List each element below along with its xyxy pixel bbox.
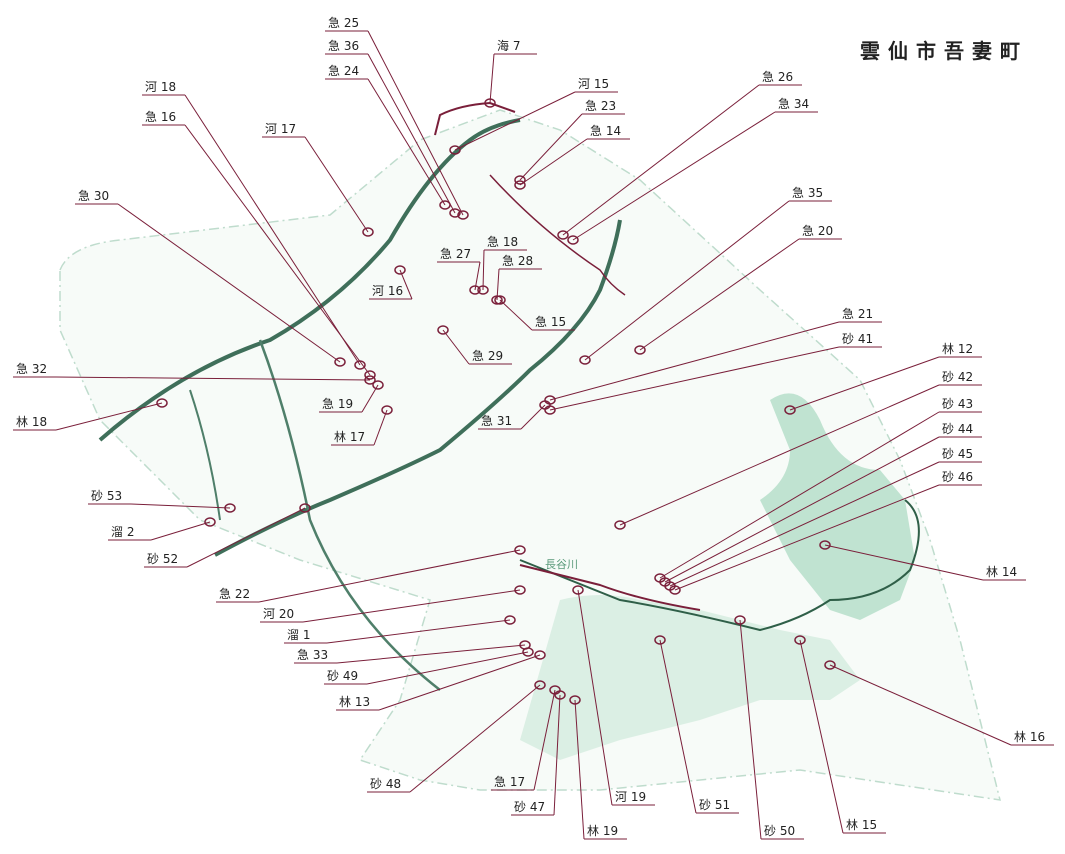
feature-label: 急 15 [535, 314, 566, 329]
feature-label: 砂 41 [842, 332, 873, 346]
feature-label: 河 18 [145, 80, 176, 94]
feature-label: 急 36 [328, 38, 359, 53]
feature-label: 急 29 [472, 348, 503, 363]
feature-label: 林 15 [846, 818, 877, 832]
feature-label: 急 26 [762, 69, 793, 84]
feature-label: 河 16 [372, 284, 403, 298]
feature-label: 急 16 [145, 109, 176, 124]
feature-label: 林 18 [16, 415, 47, 429]
feature-label: 溜 2 [111, 524, 134, 539]
feature-label: 急 18 [487, 234, 518, 249]
feature-label: 林 14 [986, 565, 1017, 579]
feature-label: 急 21 [842, 306, 873, 321]
feature-label: 砂 42 [942, 370, 973, 384]
feature-label: 砂 52 [147, 552, 178, 566]
feature-label: 急 23 [585, 98, 616, 113]
feature-label: 急 19 [322, 396, 353, 411]
place-name: 長谷川 [545, 558, 578, 571]
feature-label: 河 17 [265, 122, 296, 136]
feature-label: 砂 50 [764, 824, 795, 838]
feature-label: 急 20 [802, 223, 833, 238]
feature-label: 砂 49 [327, 669, 358, 683]
feature-label: 急 30 [78, 188, 109, 203]
feature-label: 砂 48 [370, 777, 401, 791]
feature-label: 急 31 [481, 413, 512, 428]
feature-label: 急 17 [494, 774, 525, 789]
map: 雲仙市吾妻町 長谷川 急 25 急 36 急 24 海 7 河 15 急 23 急 14 河 … [0, 0, 1065, 854]
feature-label: 砂 53 [91, 489, 122, 503]
feature-label: 急 32 [16, 361, 47, 376]
feature-label: 林 19 [587, 824, 618, 838]
feature-label: 砂 51 [699, 798, 730, 812]
map-title: 雲仙市吾妻町 [860, 39, 1028, 63]
feature-label: 急 24 [328, 63, 359, 78]
feature-label: 河 20 [263, 607, 294, 621]
feature-label: 河 19 [615, 790, 646, 804]
feature-label: 林 13 [339, 695, 370, 709]
feature-label: 林 17 [334, 430, 365, 444]
land-area [60, 110, 1000, 800]
feature-label: 砂 45 [942, 447, 973, 461]
feature-label: 砂 46 [942, 470, 973, 484]
feature-label: 急 27 [440, 246, 471, 261]
feature-label: 急 34 [778, 96, 809, 111]
feature-label: 急 28 [502, 253, 533, 268]
feature-label: 林 16 [1014, 730, 1045, 744]
feature-label: 海 7 [497, 38, 520, 53]
feature-label: 急 14 [590, 123, 621, 138]
feature-label: 溜 1 [287, 627, 310, 642]
feature-label: 砂 47 [514, 800, 545, 814]
feature-label: 砂 44 [942, 422, 973, 436]
leader-line [151, 522, 210, 540]
feature-label: 林 12 [942, 342, 973, 356]
feature-label: 砂 43 [942, 397, 973, 411]
feature-label: 急 35 [792, 185, 823, 200]
feature-label: 河 15 [578, 77, 609, 91]
feature-label: 急 22 [219, 586, 250, 601]
leader-line [490, 54, 494, 103]
feature-label: 急 25 [328, 15, 359, 30]
feature-label: 急 33 [297, 647, 328, 662]
